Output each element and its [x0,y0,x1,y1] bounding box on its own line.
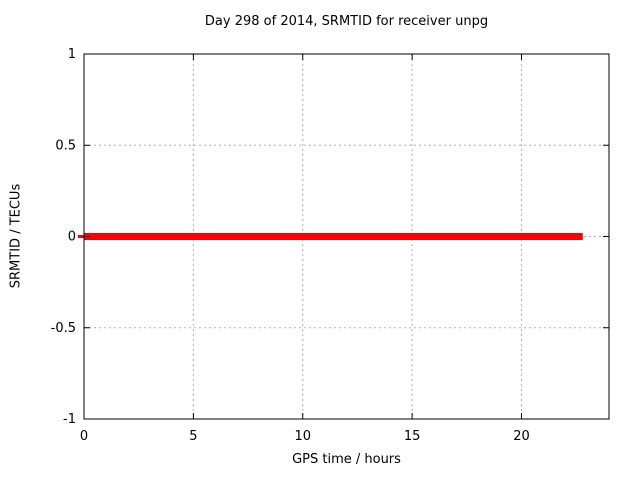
y-tick-label: 0.5 [55,138,76,153]
y-tick-label: 0 [68,230,76,245]
x-tick-label: 0 [80,429,88,444]
y-tick-label: 1 [68,47,76,62]
x-tick-label: 15 [404,429,421,444]
x-tick-label: 10 [294,429,311,444]
x-tick-label: 20 [513,429,530,444]
y-tick-label: -0.5 [51,321,76,336]
y-tick-label: -1 [63,412,76,427]
x-tick-label: 5 [189,429,197,444]
chart-title: Day 298 of 2014, SRMTID for receiver unp… [204,14,489,29]
x-axis-label: GPS time / hours [292,452,401,467]
